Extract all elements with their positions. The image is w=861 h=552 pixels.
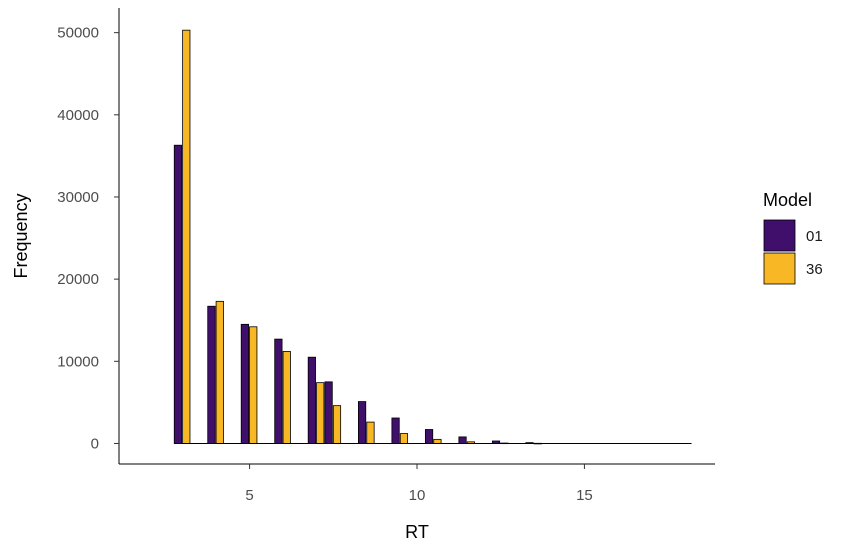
bar-series-01-9 <box>458 436 467 444</box>
bar-series-36-4 <box>316 382 325 444</box>
y-tick-label-2: 20000 <box>57 271 99 288</box>
bar-series-01-3 <box>274 338 283 444</box>
bar-series-01-8 <box>424 429 434 444</box>
bar-series-36-7 <box>399 433 409 444</box>
y-tick-label-1: 10000 <box>57 353 99 370</box>
legend-title: Model <box>763 190 812 210</box>
y-tick-label-4: 40000 <box>57 107 99 124</box>
y-axis-title: Frequency <box>11 193 31 278</box>
bar-series-36-5 <box>332 405 342 444</box>
y-tick-label-5: 50000 <box>57 25 99 42</box>
bar-series-01-4 <box>307 356 316 444</box>
bars-group <box>173 29 542 445</box>
bar-series-01-0 <box>173 144 183 444</box>
y-axis-ticks: 0 10000 20000 30000 40000 50000 <box>57 25 119 452</box>
bar-series-01-1 <box>207 305 216 444</box>
bar-series-36-1 <box>215 300 224 444</box>
y-tick-label-0: 0 <box>91 435 99 452</box>
bar-series-36-3 <box>282 351 291 444</box>
bar-series-36-0 <box>182 29 191 444</box>
bar-series-01-7 <box>391 417 400 444</box>
bar-series-01-5 <box>324 381 333 444</box>
x-tick-label-0: 5 <box>245 487 253 504</box>
legend-swatch-01 <box>763 219 796 252</box>
y-tick-label-3: 30000 <box>57 189 99 206</box>
legend-label-36: 36 <box>806 261 823 278</box>
bar-series-36-2 <box>249 326 258 444</box>
bar-series-36-6 <box>366 421 375 444</box>
x-tick-label-2: 15 <box>576 487 593 504</box>
x-axis-ticks: 5 10 15 <box>245 464 593 504</box>
x-axis-title: RT <box>405 522 429 542</box>
bar-series-01-6 <box>357 401 367 444</box>
legend-swatch-36 <box>763 252 796 285</box>
legend-items: 01 36 <box>763 219 823 285</box>
bar-series-36-8 <box>433 438 442 444</box>
bar-series-01-2 <box>240 323 249 444</box>
legend-label-01: 01 <box>806 228 823 245</box>
legend: Model 01 36 <box>763 190 823 285</box>
x-tick-label-1: 10 <box>409 487 426 504</box>
